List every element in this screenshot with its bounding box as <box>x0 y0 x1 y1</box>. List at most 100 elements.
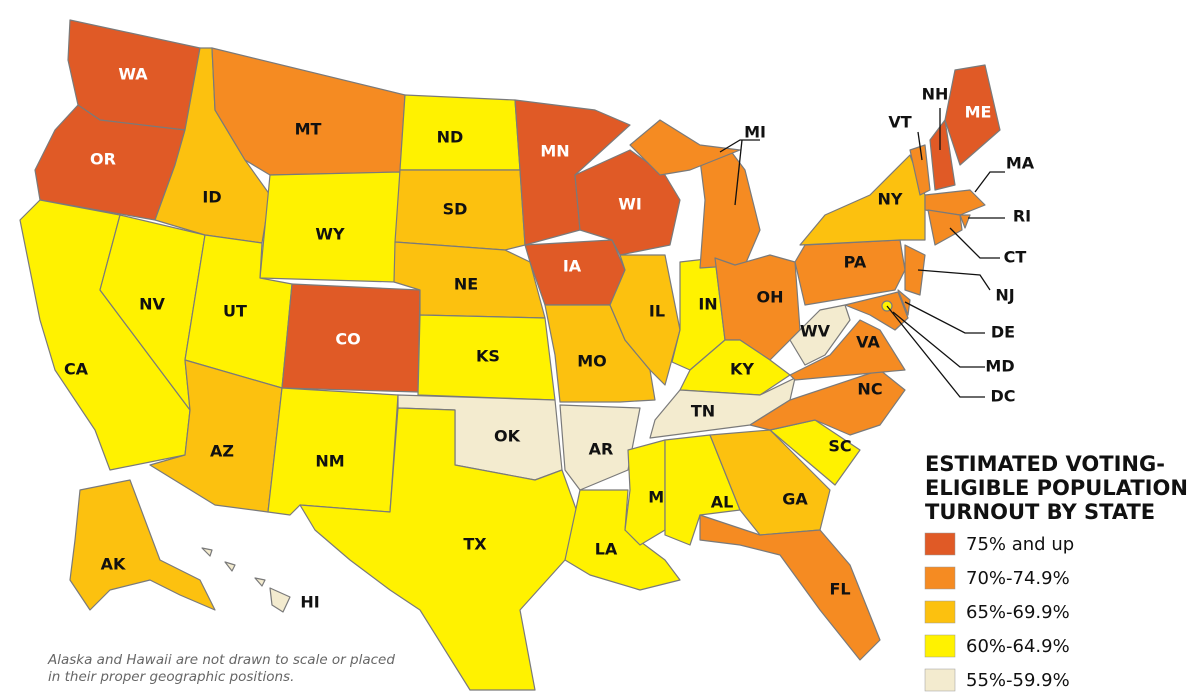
state: AR <box>559 404 641 491</box>
state-label: RI <box>1013 207 1031 226</box>
state: TX <box>299 407 581 691</box>
state-label: DE <box>991 323 1015 342</box>
state-shape <box>799 154 926 246</box>
state: TN <box>649 377 796 439</box>
state: SD <box>394 169 526 251</box>
state-shape <box>269 587 291 613</box>
state: AK <box>69 479 216 611</box>
state-label: KS <box>476 347 500 366</box>
state-shape <box>944 64 1001 166</box>
state-label: CO <box>335 330 360 349</box>
footnote: Alaska and Hawaii are not drawn to scale… <box>48 652 395 685</box>
state-label: VT <box>888 113 911 132</box>
state-label: SD <box>443 200 468 219</box>
state-label: ID <box>202 188 221 207</box>
state-label: NV <box>139 295 165 314</box>
state: MN <box>514 99 631 246</box>
state-shape <box>254 577 266 587</box>
state-label: KY <box>730 360 754 379</box>
leader-line <box>904 301 985 334</box>
leader-line <box>734 139 743 206</box>
state-label: GA <box>782 490 808 509</box>
state-label: TX <box>463 535 487 554</box>
state: NJ <box>904 244 1015 305</box>
state-label: UT <box>223 302 247 321</box>
state-label: SC <box>828 437 851 456</box>
state: WI <box>574 149 681 256</box>
state-label: WV <box>800 322 831 341</box>
state-shape <box>609 254 681 386</box>
legend-swatch <box>924 532 956 556</box>
state: RI <box>959 207 1031 229</box>
state-shape <box>564 489 681 591</box>
state-shape <box>904 244 926 296</box>
state: IL <box>609 254 681 386</box>
state: CO <box>281 283 421 393</box>
leader-line <box>974 171 1005 193</box>
state: NY <box>799 154 926 246</box>
state-shape <box>924 189 986 216</box>
leader-line <box>892 311 985 368</box>
state-shape <box>559 404 641 491</box>
state: PA <box>794 239 906 306</box>
state: MD <box>844 291 1015 376</box>
state-label: OR <box>90 150 116 169</box>
state-shape <box>749 369 906 436</box>
state: MA <box>924 154 1035 216</box>
state-label: DC <box>990 387 1015 406</box>
state-label: TN <box>691 402 715 421</box>
state-label: AZ <box>210 442 234 461</box>
state-label: IN <box>698 295 717 314</box>
state: ME <box>944 64 1001 166</box>
state: MS <box>624 439 676 546</box>
state: LA <box>564 489 681 591</box>
state: NM <box>267 387 399 516</box>
state-shape <box>299 407 581 691</box>
state-label: WI <box>618 195 642 214</box>
state-shape <box>69 479 216 611</box>
state-label: WY <box>315 225 345 244</box>
state-label: LA <box>595 540 618 559</box>
legend-swatch <box>924 668 956 692</box>
state-label: IA <box>563 257 582 276</box>
state-label: VA <box>856 333 880 352</box>
state-label: OK <box>494 427 521 446</box>
state-shape <box>959 214 971 229</box>
state-label: CT <box>1004 248 1027 267</box>
state: MI <box>629 119 766 269</box>
state-shape <box>574 149 681 256</box>
state: VT <box>888 113 931 196</box>
state-shape <box>699 149 761 269</box>
state-label: MT <box>295 120 322 139</box>
leader-line <box>949 227 1000 259</box>
state: WV <box>789 304 851 366</box>
state-label: ME <box>965 103 992 122</box>
state-label: PA <box>844 253 867 272</box>
state-shape <box>844 291 909 331</box>
state-shape <box>897 289 911 316</box>
state-shape <box>394 169 526 251</box>
state-label: MN <box>540 142 569 161</box>
legend-label: 65%-69.9% <box>966 602 1070 623</box>
state-label: FL <box>829 580 850 599</box>
legend-swatch <box>924 566 956 590</box>
legend-label: 55%-59.9% <box>966 670 1070 691</box>
state-shape <box>629 119 741 176</box>
state-label: MD <box>985 357 1014 376</box>
state: IA <box>524 239 626 306</box>
state-label: AK <box>101 555 126 574</box>
state-label: NM <box>315 452 344 471</box>
state-shape <box>789 304 851 366</box>
legend-swatch <box>924 634 956 658</box>
legend-title: ESTIMATED VOTING-ELIGIBLE POPULATION TUR… <box>925 452 1188 524</box>
state-label: NH <box>922 85 949 104</box>
legend-swatch <box>924 600 956 624</box>
state-shape <box>649 377 796 439</box>
leader-line <box>917 269 991 291</box>
state: MO <box>544 304 656 403</box>
state: KS <box>417 314 556 401</box>
state: DC <box>881 300 1016 406</box>
state-label: NE <box>454 275 478 294</box>
